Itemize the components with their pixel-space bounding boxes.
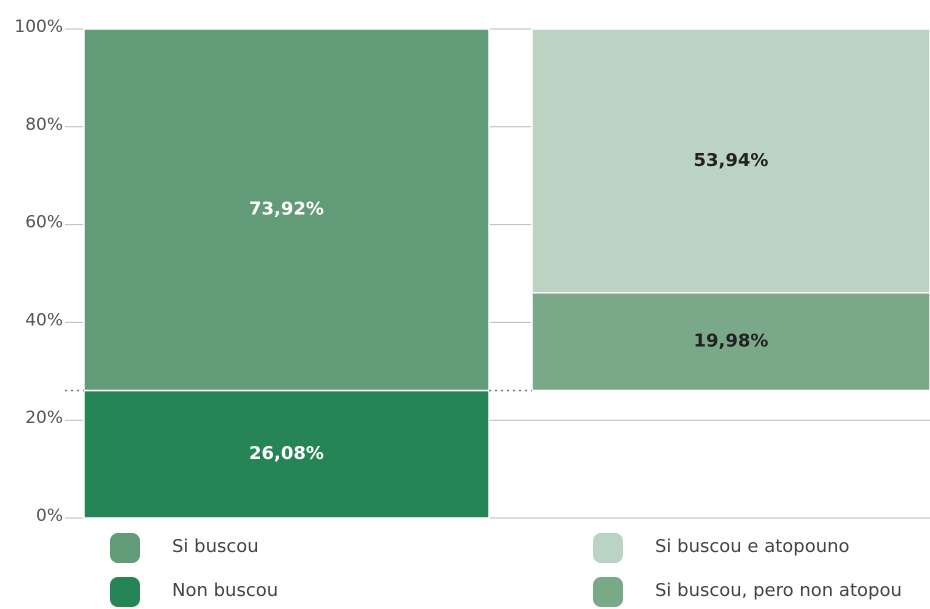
bar-segment: [531, 28, 930, 294]
value-label: 73,92%: [249, 199, 324, 220]
legend-marker: [593, 533, 623, 563]
y-tick-label: 60%: [25, 213, 63, 233]
legend-label: Si buscou e atopouno: [655, 536, 850, 557]
legend-label: Si buscou: [172, 536, 259, 557]
value-label: 26,08%: [249, 443, 324, 464]
bar-segment: [83, 389, 490, 519]
y-tick-label: 20%: [25, 408, 63, 428]
legend-marker: [110, 533, 140, 563]
legend-label: Non buscou: [172, 580, 278, 601]
legend-marker: [110, 577, 140, 607]
y-tick-label: 40%: [25, 310, 63, 330]
legend-marker: [593, 577, 623, 607]
y-tick-label: 0%: [36, 506, 63, 526]
bar-segment: [83, 28, 490, 392]
legend-label: Si buscou, pero non atopou: [655, 580, 902, 601]
y-tick-label: 80%: [25, 115, 63, 135]
y-tick-label: 100%: [14, 17, 63, 37]
value-label: 53,94%: [694, 150, 769, 171]
value-label: 19,98%: [694, 331, 769, 352]
